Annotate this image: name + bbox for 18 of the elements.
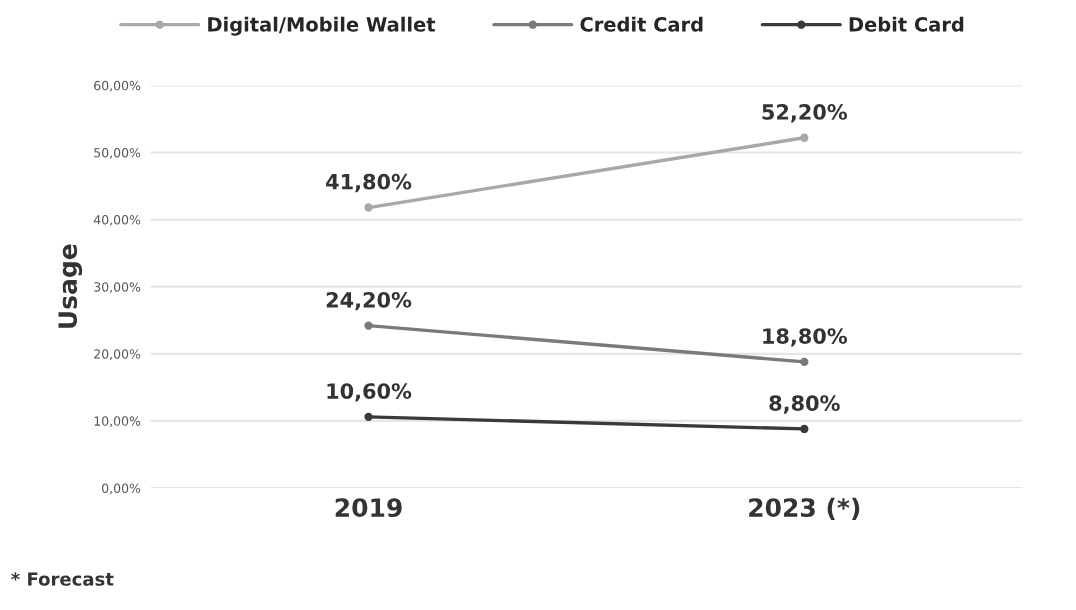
x-tick-label: 2019 (335, 498, 402, 518)
data-label: 8,80% (769, 395, 840, 414)
data-label: 52,20% (762, 104, 848, 123)
x-tick-label: 2023 (*) (749, 497, 860, 521)
point (800, 357, 809, 367)
data-label: 24,20% (326, 291, 412, 311)
legend-label: Credit Card (580, 16, 703, 32)
legend-label: Digital/Mobile Wallet (208, 16, 436, 36)
point (364, 412, 373, 422)
point (800, 424, 809, 434)
point (800, 133, 809, 142)
legend-label: Debit Card (849, 16, 964, 32)
data-label: 41,80% (326, 173, 412, 193)
text: * Forecast (11, 572, 114, 586)
data-label: 10,60% (327, 383, 412, 402)
point (364, 321, 373, 330)
data-label: 18,80% (763, 328, 848, 347)
y-axis-title: Usage (58, 244, 83, 328)
